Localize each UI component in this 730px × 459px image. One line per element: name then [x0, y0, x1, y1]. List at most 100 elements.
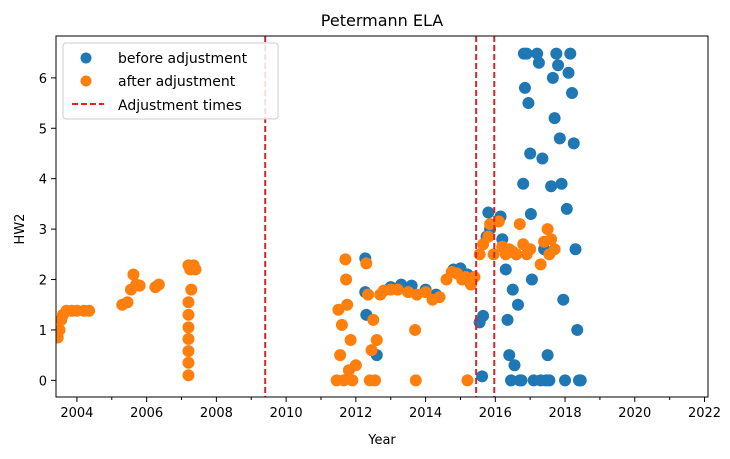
data-point	[508, 359, 521, 372]
data-point	[409, 323, 422, 336]
data-point	[515, 374, 528, 387]
data-point	[536, 152, 549, 165]
x-tick-label: 2006	[130, 406, 163, 421]
tick-layer: 2004 2006 2008 2010 2012 2014 2016 2018 2020 2022…	[39, 72, 721, 421]
chart-title: Petermann ELA	[321, 11, 443, 30]
data-point	[571, 323, 584, 336]
data-point	[482, 206, 495, 219]
data-point	[419, 286, 432, 299]
data-point	[503, 349, 516, 362]
legend-label-before-adjustment: before adjustment	[118, 51, 248, 67]
data-point	[560, 202, 573, 215]
data-point	[555, 177, 568, 190]
data-point	[517, 177, 530, 190]
y-tick-label: 3	[39, 223, 47, 238]
data-point	[569, 243, 582, 256]
data-point	[492, 215, 505, 228]
data-point	[360, 257, 373, 270]
data-point	[461, 374, 474, 387]
x-tick-label: 2004	[60, 406, 93, 421]
x-tick-label: 2022	[688, 406, 721, 421]
y-tick-label: 5	[39, 122, 47, 137]
x-tick-label: 2010	[270, 406, 303, 421]
data-point	[189, 263, 202, 276]
data-point	[562, 66, 575, 79]
legend-box	[62, 42, 279, 120]
y-tick-label: 4	[39, 173, 47, 188]
data-point	[334, 349, 347, 362]
data-point	[476, 370, 489, 383]
x-tick-label: 2012	[339, 406, 372, 421]
legend-label-after-adjustment: after adjustment	[118, 74, 236, 90]
data-layer	[56, 36, 587, 397]
y-tick-label: 2	[39, 274, 47, 289]
data-point	[511, 298, 524, 311]
data-point	[545, 180, 558, 193]
x-tick-label: 2016	[479, 406, 512, 421]
data-point	[501, 313, 514, 326]
x-tick-label: 2018	[549, 406, 582, 421]
data-point	[409, 374, 422, 387]
data-point	[337, 374, 350, 387]
data-point	[332, 303, 345, 316]
data-point	[553, 132, 566, 145]
data-point	[532, 56, 545, 69]
data-point	[365, 344, 378, 357]
data-point	[83, 304, 96, 317]
data-point	[520, 47, 533, 60]
x-tick-label: 2014	[409, 406, 442, 421]
data-point	[56, 323, 66, 336]
data-point	[506, 283, 519, 296]
legend-marker-before-adjustment	[80, 52, 92, 64]
data-point	[477, 309, 490, 322]
data-point	[552, 59, 565, 72]
data-point	[510, 248, 523, 261]
data-point	[505, 374, 518, 387]
data-point	[557, 293, 570, 306]
data-point	[344, 334, 357, 347]
data-point	[133, 279, 146, 292]
series-after-adjustment	[56, 215, 561, 387]
data-point	[525, 273, 538, 286]
data-point	[518, 81, 531, 94]
data-point	[522, 97, 535, 110]
data-point	[182, 369, 195, 382]
data-point	[541, 349, 554, 362]
legend: before adjustment after adjustment Adjus…	[62, 42, 279, 120]
y-tick-label: 6	[39, 72, 47, 87]
x-tick-label: 2020	[618, 406, 651, 421]
data-point	[335, 318, 348, 331]
data-point	[534, 258, 547, 271]
legend-label-adjustment-times: Adjustment times	[118, 98, 242, 114]
data-point	[548, 243, 561, 256]
legend-marker-after-adjustment	[80, 75, 92, 87]
data-point	[182, 296, 195, 309]
plot-frame	[55, 35, 709, 398]
data-point	[524, 207, 537, 220]
data-point	[564, 47, 577, 60]
series-before-adjustment	[359, 47, 587, 387]
data-point	[574, 374, 587, 387]
data-point	[566, 86, 579, 99]
data-point	[391, 283, 404, 296]
data-point	[127, 268, 140, 281]
data-point	[152, 278, 165, 291]
data-point	[339, 253, 352, 266]
data-point	[182, 333, 195, 346]
data-point	[468, 271, 481, 284]
data-point	[541, 223, 554, 236]
data-point	[346, 374, 359, 387]
y-tick-label: 1	[39, 324, 47, 339]
data-point	[370, 334, 383, 347]
data-point	[182, 321, 195, 334]
data-point	[182, 356, 195, 369]
data-point	[367, 313, 380, 326]
data-point	[545, 233, 558, 246]
data-point	[182, 345, 195, 358]
data-point	[482, 230, 495, 243]
data-point	[340, 273, 353, 286]
data-point	[567, 137, 580, 150]
y-axis-label: HW2	[13, 214, 28, 245]
data-point	[121, 296, 134, 309]
data-point	[543, 374, 556, 387]
